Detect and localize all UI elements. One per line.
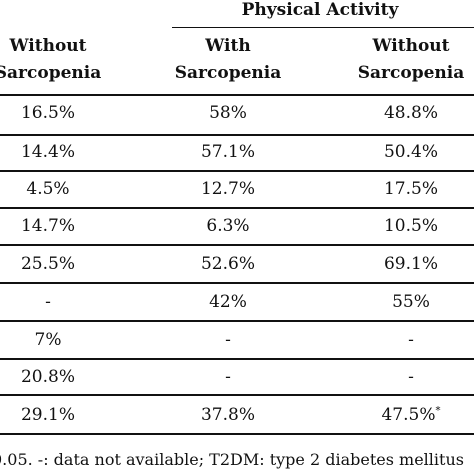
row-divider-4 xyxy=(0,244,474,246)
table-cell-r5-c1: 25.5% xyxy=(20,254,76,274)
table-cell-r6-c2: 42% xyxy=(209,292,247,312)
table-bottom-rule xyxy=(0,433,474,435)
table-footnote: 0.05. -: data not available; T2DM: type … xyxy=(0,450,464,469)
group-header-underline xyxy=(172,27,474,29)
row-divider-1 xyxy=(0,134,474,136)
table-cell-r5-c3: 69.1% xyxy=(383,254,439,274)
table-cell-r1-c2: 58% xyxy=(209,103,247,123)
row-divider-8 xyxy=(0,394,474,396)
group-header-physical-activity: Physical Activity xyxy=(241,0,399,20)
table-cell-r6-c1: - xyxy=(45,292,51,312)
table-cell-r5-c2: 52.6% xyxy=(200,254,256,274)
table-cell-r3-c1: 4.5% xyxy=(26,179,70,199)
table-cell-r7-c1: 7% xyxy=(34,330,62,350)
col3-header-line1: Without xyxy=(372,36,450,56)
table-cell-r4-c2: 6.3% xyxy=(206,216,250,236)
table-cell-r3-c3: 17.5% xyxy=(383,179,439,199)
row-divider-7 xyxy=(0,358,474,360)
col2-header-line2: Sarcopenia xyxy=(174,63,282,83)
table-cell-r3-c2: 12.7% xyxy=(200,179,256,199)
table-cell-r7-c2: - xyxy=(225,330,231,350)
table-cell-r1-c1: 16.5% xyxy=(20,103,76,123)
row-divider-2 xyxy=(0,170,474,172)
table-cell-r2-c2: 57.1% xyxy=(200,142,256,162)
col2-header-line1: With xyxy=(205,36,251,56)
table-cell-r1-c3: 48.8% xyxy=(383,103,439,123)
col1-header-line1: Without xyxy=(9,36,87,56)
row-divider-5 xyxy=(0,282,474,284)
col1-header-line2: Sarcopenia xyxy=(0,63,102,83)
table-cell-r9-c3: 47.5%* xyxy=(381,405,441,425)
header-bottom-rule xyxy=(0,94,474,96)
table-cell-r7-c3: - xyxy=(408,330,414,350)
significance-marker: * xyxy=(435,405,441,417)
row-divider-6 xyxy=(0,320,474,322)
table-cell-r8-c2: - xyxy=(225,367,231,387)
table-cell-r9-c2: 37.8% xyxy=(200,405,256,425)
table-cell-r4-c1: 14.7% xyxy=(20,216,76,236)
table-cell-r2-c3: 50.4% xyxy=(383,142,439,162)
table-cell-r4-c3: 10.5% xyxy=(383,216,439,236)
table-cell-r6-c3: 55% xyxy=(392,292,430,312)
table-cell-r8-c3: - xyxy=(408,367,414,387)
table-cell-r9-c1: 29.1% xyxy=(20,405,76,425)
col3-header-line2: Sarcopenia xyxy=(357,63,465,83)
table-cell-r8-c1: 20.8% xyxy=(20,367,76,387)
row-divider-3 xyxy=(0,207,474,209)
table-cell-r2-c1: 14.4% xyxy=(20,142,76,162)
